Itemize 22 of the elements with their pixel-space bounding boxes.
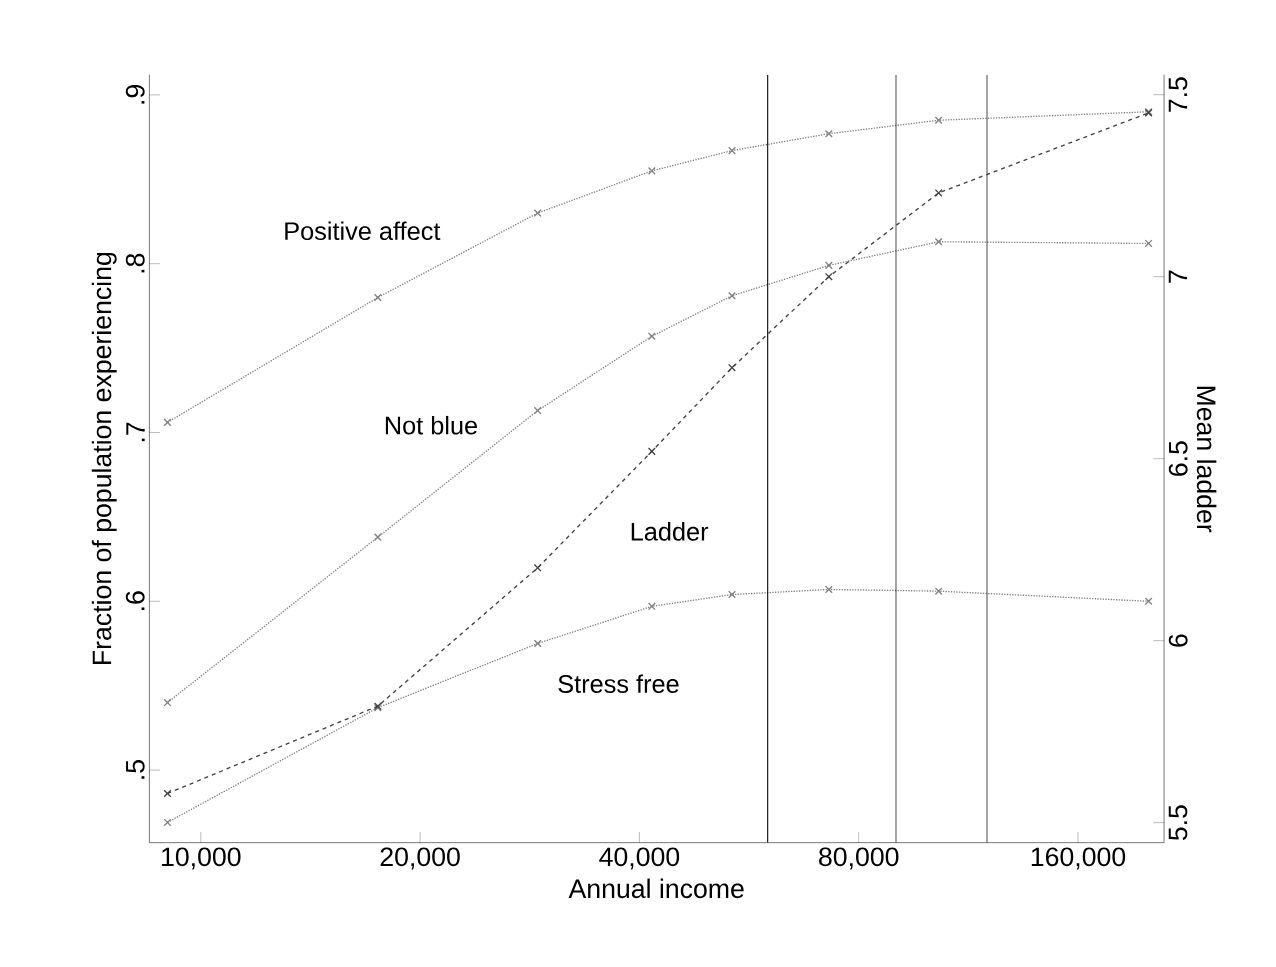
x-tick-label: 40,000 [599,847,680,870]
x-tick-label: 80,000 [819,847,899,870]
series-label: Stress free [558,674,679,694]
y2-tick-label: 6 [1168,634,1188,647]
series-label: Ladder [631,522,709,541]
y2-tick-label: 7.5 [1168,77,1188,113]
x-tick-label: 20,000 [380,847,460,870]
x-tick-label: 10,000 [162,847,241,870]
y2-axis-title: Mean ladder [1196,386,1217,533]
y-tick-label: .9 [125,85,145,104]
series-label: Not blue [385,416,478,435]
x-tick-label: 160,000 [1031,847,1126,870]
y-tick-label: .5 [126,760,145,779]
x-axis-title: Annual income [568,878,744,899]
y2-tick-label: 6.5 [1168,441,1188,476]
y-tick-label: .6 [125,591,145,611]
series-label: Positive affect [285,221,441,241]
y-tick-label: .7 [126,422,145,442]
y-axis-title: Fraction of population experiencing [91,253,117,665]
y2-tick-label: 7 [1168,270,1188,283]
y-tick-label: .8 [125,253,145,273]
y2-tick-label: 5.5 [1168,805,1188,841]
